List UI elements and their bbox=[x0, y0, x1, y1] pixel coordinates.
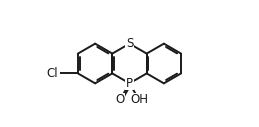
Text: P: P bbox=[126, 77, 133, 90]
Text: S: S bbox=[126, 37, 133, 50]
Text: OH: OH bbox=[130, 93, 148, 106]
Text: O: O bbox=[116, 93, 125, 106]
Text: Cl: Cl bbox=[47, 67, 58, 80]
